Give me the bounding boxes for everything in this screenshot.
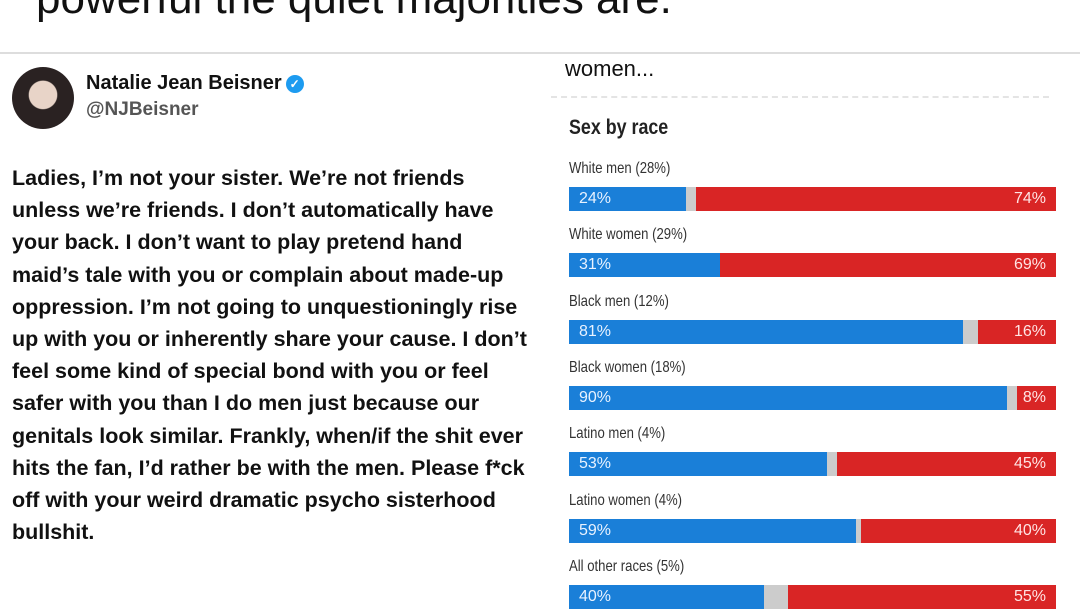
- avatar[interactable]: [12, 67, 74, 129]
- bar-label: Latino men (4%): [569, 425, 666, 443]
- bar-red-label: 74%: [1013, 190, 1046, 207]
- bar-red-label: 55%: [1013, 587, 1046, 605]
- bar-blue: 40%: [569, 584, 764, 609]
- author-name: Natalie Jean Beisner: [86, 72, 282, 94]
- verified-icon: ✓: [285, 74, 304, 93]
- divider: [0, 52, 1080, 54]
- bar-red-label: 8%: [1022, 388, 1046, 406]
- bar-label: Latino women (4%): [569, 491, 683, 509]
- bar-blue-label: 59%: [579, 521, 612, 539]
- bar-row: 53% 45%: [569, 452, 1056, 477]
- bar-blue: 31%: [569, 253, 720, 278]
- bar-red: 55%: [788, 584, 1056, 609]
- bar-red: 16%: [978, 319, 1056, 344]
- bar-red-label: 16%: [1013, 322, 1046, 340]
- tweet-card: Natalie Jean Beisner ✓ @NJBeisner Ladies,…: [0, 54, 540, 594]
- bar-row: 31% 69%: [569, 253, 1056, 278]
- bar-label: Black women (18%): [569, 358, 686, 376]
- tweet-author[interactable]: Natalie Jean Beisner ✓: [86, 72, 304, 95]
- bar-label: White women (29%): [569, 226, 688, 244]
- tweet-body: Ladies, I’m not your sister. We’re not f…: [12, 166, 527, 545]
- bar-red: 8%: [1017, 385, 1056, 410]
- bar-blue-label: 90%: [579, 388, 612, 406]
- chart-panel: women... Sex by race White men (28%) 24% 7…: [545, 54, 1080, 609]
- bar-blue: 24%: [569, 187, 686, 211]
- chart-title: Sex by race: [569, 116, 669, 139]
- bar-blue: 59%: [569, 518, 857, 543]
- bar-blue: 53%: [569, 452, 828, 477]
- dashed-divider: [551, 96, 1049, 98]
- bar-label: All other races (5%): [569, 557, 685, 575]
- bar-blue-label: 24%: [579, 190, 612, 207]
- bar-red-label: 69%: [1013, 256, 1046, 274]
- bar-blue-label: 40%: [579, 587, 612, 605]
- chart-header-text: women...: [565, 56, 655, 81]
- bar-blue-label: 53%: [579, 455, 612, 473]
- bar-red-label: 45%: [1013, 455, 1046, 473]
- bar-row: 24% 74%: [569, 187, 1056, 211]
- bar-blue-label: 81%: [579, 322, 612, 340]
- bar-row: 81% 16%: [569, 319, 1056, 344]
- bar-red: 45%: [836, 452, 1056, 477]
- bar-label: Black men (12%): [569, 292, 669, 310]
- bar-blue: 81%: [569, 319, 964, 344]
- bar-red: 74%: [695, 187, 1056, 211]
- caption-text: powerful the quiet majorities are.: [36, 0, 672, 24]
- bar-row: 90% 8%: [569, 385, 1056, 410]
- bar-row: 59% 40%: [569, 518, 1056, 543]
- bar-red: 40%: [861, 518, 1056, 543]
- bar-blue-label: 31%: [579, 256, 612, 274]
- bar-blue: 90%: [569, 385, 1008, 410]
- bar-row: 40% 55%: [569, 584, 1056, 609]
- bar-red: 69%: [719, 253, 1056, 278]
- bar-label: White men (28%): [569, 160, 671, 177]
- bar-red-label: 40%: [1013, 521, 1046, 539]
- author-handle[interactable]: @NJBeisner: [86, 99, 199, 120]
